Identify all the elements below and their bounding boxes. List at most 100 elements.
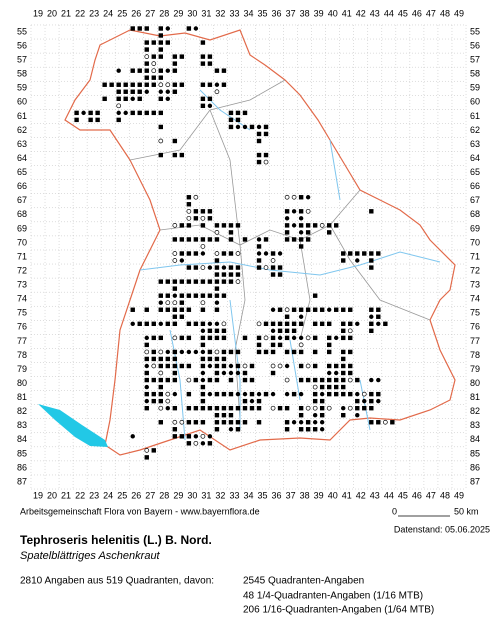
symbol: [193, 293, 199, 298]
symbol: [334, 335, 339, 341]
symbol: [200, 40, 206, 45]
symbol: [179, 335, 185, 341]
symbol: [165, 356, 170, 362]
symbol: [158, 321, 163, 327]
symbol: [207, 237, 213, 242]
symbol: [109, 82, 114, 87]
symbol: [144, 391, 149, 397]
column-label: 26: [131, 8, 141, 18]
symbol: [186, 434, 192, 439]
symbol: [312, 384, 318, 390]
symbol: [369, 209, 374, 214]
column-label: 43: [370, 8, 380, 18]
symbol: [158, 398, 163, 404]
symbol: [369, 328, 374, 334]
symbol: [144, 448, 150, 453]
column-label: 26: [131, 490, 141, 500]
row-label: 60: [470, 97, 480, 107]
symbol: [179, 237, 185, 242]
symbol: [270, 335, 276, 341]
row-label: 86: [17, 462, 27, 472]
symbol: [214, 356, 220, 362]
symbol: [186, 405, 192, 411]
symbol: [305, 223, 311, 228]
column-label: 34: [243, 490, 253, 500]
symbol: [214, 307, 220, 312]
symbol: [242, 420, 248, 425]
symbol: [207, 216, 213, 221]
symbol: [221, 251, 227, 256]
symbol: [200, 82, 206, 87]
column-label: 20: [47, 8, 57, 18]
symbol: [200, 377, 206, 383]
symbol: [158, 363, 163, 369]
symbol: [200, 335, 206, 341]
symbol: [327, 223, 332, 228]
symbol: [362, 251, 367, 256]
symbol: [172, 279, 178, 284]
symbol: [165, 307, 170, 312]
symbol: [228, 237, 234, 242]
column-label: 38: [300, 490, 310, 500]
symbol: [151, 349, 156, 355]
symbol: [116, 89, 121, 94]
symbol: [207, 434, 213, 439]
symbol: [221, 370, 227, 376]
symbol: [298, 307, 304, 312]
symbol: [165, 40, 170, 45]
symbol: [158, 54, 163, 59]
column-label: 23: [89, 8, 99, 18]
symbol: [193, 434, 199, 439]
symbol: [158, 89, 163, 94]
symbol: [376, 251, 381, 256]
date: Datenstand: 05.06.2025: [394, 524, 490, 534]
symbol: [291, 223, 297, 228]
symbol: [144, 110, 149, 116]
symbol: [207, 54, 213, 59]
symbol: [179, 307, 185, 312]
column-label: 22: [75, 490, 85, 500]
symbol: [348, 335, 353, 341]
symbol: [207, 363, 213, 369]
symbol: [172, 405, 178, 411]
symbol: [151, 391, 156, 397]
symbol: [341, 258, 346, 263]
symbol: [284, 223, 290, 228]
symbol: [200, 103, 206, 109]
symbol: [151, 356, 156, 362]
symbol: [193, 321, 199, 327]
symbol: [200, 293, 206, 298]
symbol: [369, 265, 374, 270]
symbol: [235, 405, 241, 411]
symbol: [341, 328, 346, 334]
symbol: [179, 152, 185, 158]
symbol: [193, 377, 199, 383]
symbol: [172, 152, 178, 158]
symbol: [312, 427, 318, 432]
symbol: [144, 26, 149, 31]
symbol: [193, 216, 199, 221]
symbol: [221, 82, 227, 87]
symbol: [151, 363, 157, 369]
symbol: [298, 349, 304, 355]
symbol: [130, 82, 135, 87]
symbol: [312, 363, 318, 369]
symbol: [221, 265, 227, 270]
symbol: [369, 321, 374, 327]
symbol: [144, 40, 149, 45]
symbol: [179, 293, 185, 298]
symbol: [305, 307, 311, 312]
symbol: [186, 251, 192, 256]
symbol: [305, 335, 311, 341]
symbol: [123, 89, 128, 94]
symbol: [305, 377, 311, 383]
symbol: [327, 377, 332, 383]
symbol: [144, 68, 149, 73]
row-label: 56: [17, 40, 27, 50]
row-label: 79: [470, 364, 480, 374]
symbol: [270, 321, 276, 327]
symbol: [341, 349, 346, 355]
symbol: [221, 293, 227, 298]
symbol: [228, 272, 234, 277]
symbol: [270, 328, 276, 334]
